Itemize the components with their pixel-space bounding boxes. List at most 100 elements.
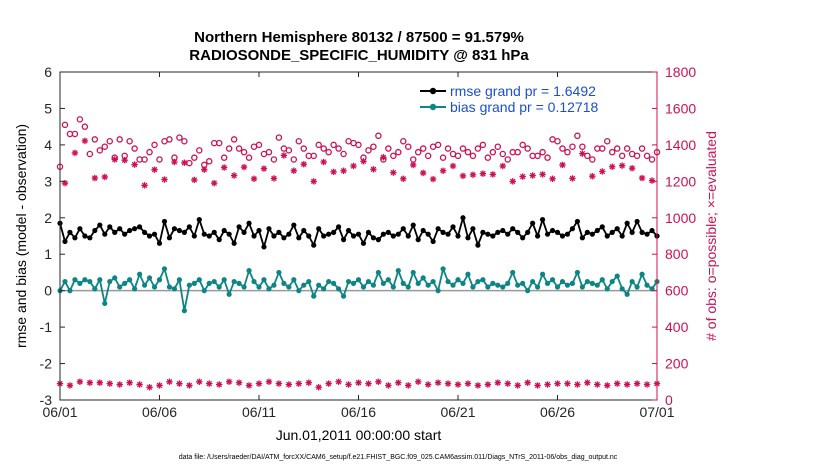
- bias-series-marker: [584, 278, 590, 285]
- obs-evaluated-upper-marker: [280, 152, 288, 159]
- obs-possible-marker: [340, 150, 347, 158]
- obs-evaluated-marker: [385, 382, 392, 389]
- bias-series-marker: [644, 282, 650, 288]
- bias-series-marker: [574, 269, 581, 276]
- bias-series-marker: [137, 271, 143, 277]
- obs-evaluated-marker: [554, 380, 561, 387]
- obs-possible-marker: [390, 152, 397, 160]
- obs-evaluated-marker: [235, 379, 243, 386]
- rmse-series-marker: [530, 220, 536, 226]
- obs-possible-marker: [325, 148, 332, 156]
- rmse-series-marker: [181, 229, 187, 235]
- bias-series-marker: [405, 284, 411, 290]
- obs-evaluated-upper-marker: [509, 178, 516, 185]
- rmse-series-marker: [525, 229, 531, 235]
- bias-series-marker: [211, 278, 217, 285]
- rmse-series-marker: [475, 242, 481, 248]
- obs-possible-marker: [638, 145, 646, 152]
- obs-possible-marker: [146, 148, 153, 156]
- obs-evaluated-upper-marker: [250, 175, 258, 182]
- bias-series-marker: [400, 280, 406, 286]
- obs-evaluated-marker: [454, 381, 462, 388]
- rmse-series-marker: [440, 229, 446, 235]
- obs-possible-marker: [126, 137, 133, 145]
- x-tick-label: 06/16: [341, 404, 376, 420]
- bias-series-marker: [206, 280, 212, 286]
- bias-series-marker: [201, 288, 207, 294]
- y2-tick-label: 0: [665, 392, 673, 408]
- rmse-series-marker: [166, 235, 173, 241]
- obs-evaluated-upper-marker: [121, 156, 128, 164]
- rmse-series-marker: [619, 233, 625, 239]
- obs-possible-marker: [559, 145, 566, 152]
- bias-series-marker: [564, 282, 571, 288]
- obs-possible-marker: [574, 132, 581, 140]
- rmse-series-marker: [629, 229, 635, 235]
- obs-evaluated-upper-marker: [429, 175, 437, 183]
- bias-series-marker: [549, 277, 556, 283]
- rmse-series-marker: [306, 233, 312, 239]
- obs-evaluated-upper-marker: [569, 175, 576, 182]
- bias-series-marker: [231, 278, 237, 285]
- obs-possible-marker: [539, 148, 546, 156]
- y2-tick-label: 1000: [665, 210, 696, 226]
- obs-evaluated-upper-marker: [638, 174, 646, 182]
- obs-evaluated-marker: [106, 380, 113, 387]
- obs-evaluated-upper-marker: [579, 150, 586, 157]
- rmse-series-marker: [92, 227, 98, 234]
- rmse-series-marker: [634, 218, 640, 225]
- rmse-series-marker: [350, 233, 357, 239]
- bias-series-marker: [141, 282, 148, 288]
- rmse-series-marker: [345, 227, 352, 234]
- rmse-series-marker: [649, 227, 655, 234]
- obs-possible-marker: [454, 152, 462, 160]
- obs-evaluated-upper-marker: [181, 159, 188, 166]
- bias-series-marker: [649, 286, 655, 292]
- rmse-series-marker: [465, 235, 471, 241]
- rmse-series-marker: [495, 229, 501, 235]
- obs-evaluated-upper-marker: [111, 156, 118, 163]
- bias-series-marker: [311, 293, 317, 299]
- y2-axis-label: # of obs: o=possible; ×=evaluated: [703, 131, 719, 341]
- bias-series-marker: [530, 278, 536, 285]
- rmse-series-marker: [415, 237, 421, 243]
- obs-possible-marker: [434, 141, 442, 149]
- rmse-series-marker: [340, 237, 347, 243]
- rmse-series-marker: [171, 226, 178, 232]
- bias-series-marker: [82, 277, 88, 283]
- y2-tick-label: 1800: [665, 64, 696, 80]
- obs-evaluated-marker: [265, 378, 273, 385]
- obs-evaluated-marker: [524, 379, 531, 386]
- obs-evaluated-marker: [196, 378, 203, 385]
- obs-evaluated-upper-marker: [410, 161, 417, 169]
- bias-series-marker: [246, 268, 252, 274]
- y-tick-label: -2: [40, 356, 53, 372]
- bias-series-marker: [216, 284, 222, 290]
- bias-series-marker: [151, 284, 158, 290]
- x-tick-label: 06/06: [142, 404, 177, 420]
- rmse-series-marker: [112, 229, 118, 235]
- rmse-series-marker: [236, 224, 242, 230]
- y2-tick-label: 800: [665, 246, 689, 262]
- obs-possible-marker: [469, 152, 477, 160]
- bias-series-marker: [579, 284, 585, 290]
- obs-evaluated-marker: [604, 382, 611, 389]
- obs-evaluated-marker: [434, 379, 442, 386]
- rmse-series-marker: [554, 229, 561, 235]
- bias-series-marker: [515, 282, 521, 288]
- y2-tick-label: 200: [665, 356, 689, 372]
- bias-series-marker: [624, 291, 630, 297]
- obs-evaluated-marker: [225, 378, 233, 385]
- bias-series-marker: [390, 284, 396, 290]
- obs-evaluated-marker: [295, 380, 302, 387]
- bias-series-marker: [176, 277, 182, 283]
- rmse-series-marker: [326, 231, 332, 237]
- obs-possible-marker: [330, 141, 337, 149]
- bias-series-marker: [619, 286, 625, 292]
- bias-series-marker: [261, 277, 267, 283]
- y-tick-label: 1: [44, 246, 52, 262]
- rmse-series-marker: [77, 226, 83, 232]
- bias-series-marker: [604, 286, 610, 292]
- rmse-series-marker: [430, 238, 436, 245]
- obs-possible-marker: [285, 147, 293, 154]
